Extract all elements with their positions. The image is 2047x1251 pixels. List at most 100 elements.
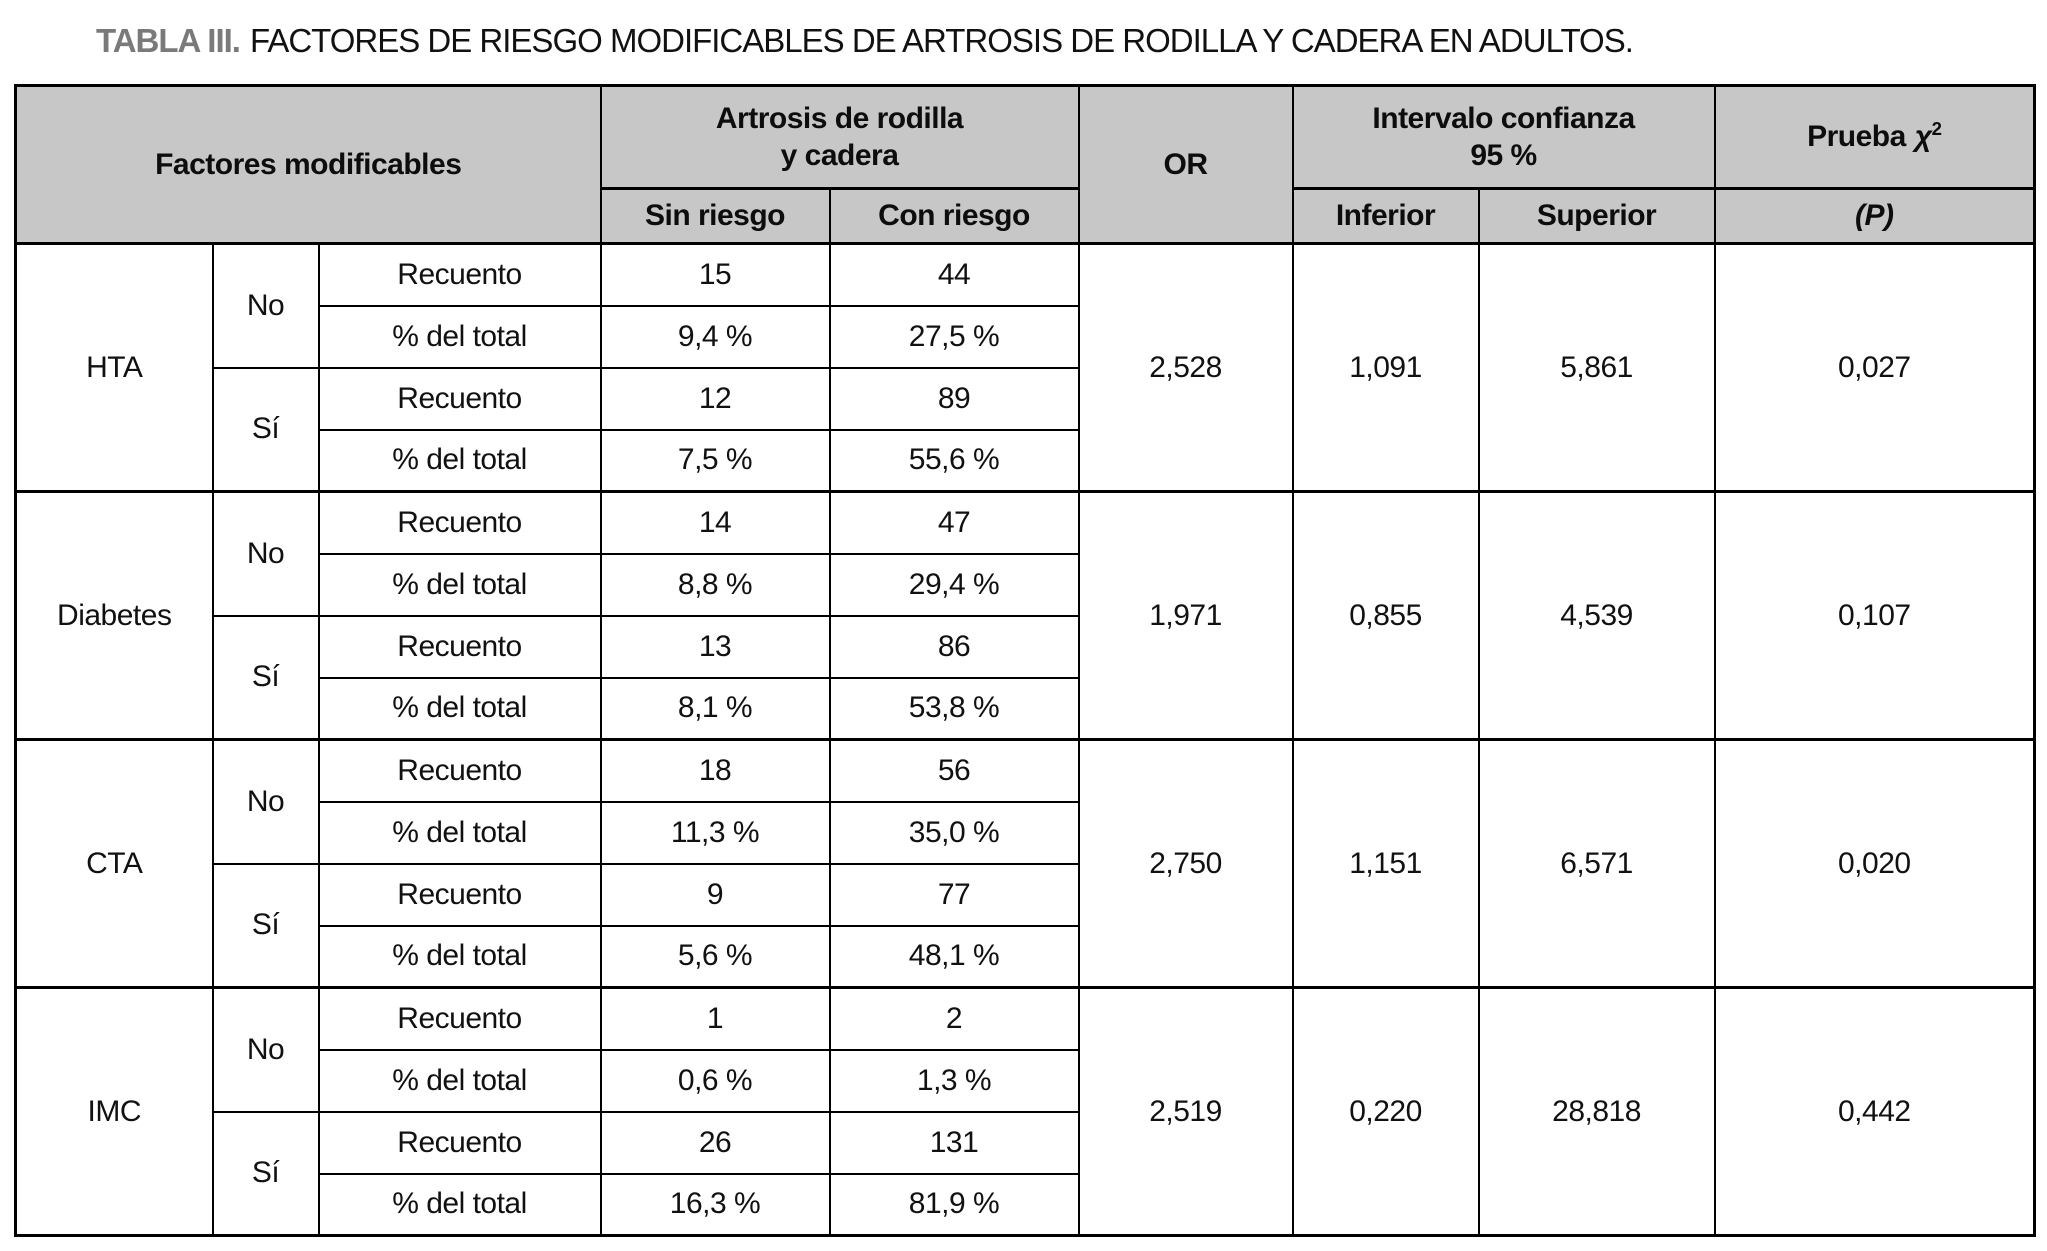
or-cell: 2,519 <box>1077 986 1294 1237</box>
table-row: % del total 11,3 % 35,0 % <box>16 800 2035 865</box>
p-value-cell: 0,107 <box>1713 490 2036 741</box>
value-cell: 55,6 % <box>828 428 1080 493</box>
row-label-cell: % del total <box>317 800 602 865</box>
header-intervalo-line2: 95 % <box>1470 139 1537 172</box>
row-label-cell: Recuento <box>317 1110 602 1175</box>
row-label-cell: Recuento <box>317 614 602 679</box>
table-row: % del total 5,6 % 48,1 % <box>16 924 2035 989</box>
header-con-riesgo: Con riesgo <box>828 187 1080 245</box>
ci-superior-cell: 4,539 <box>1477 490 1716 741</box>
value-cell: 14 <box>599 490 831 555</box>
ci-inferior-cell: 0,855 <box>1291 490 1480 741</box>
value-cell: 86 <box>828 614 1080 679</box>
row-label-cell: Recuento <box>317 986 602 1051</box>
chi-exponent: 2 <box>1931 118 1942 139</box>
value-cell: 29,4 % <box>828 552 1080 617</box>
table-row: Diabetes No Recuento 14 47 1,971 0,855 4… <box>14 490 2036 741</box>
yes-no-cell: No <box>211 738 320 865</box>
header-artrosis: Artrosis de rodilla y cadera <box>599 84 1080 190</box>
value-cell: 5,6 % <box>599 924 831 989</box>
header-p-value: (P) <box>1713 187 2036 245</box>
value-cell: 26 <box>599 1110 831 1175</box>
value-cell: 13 <box>599 614 831 679</box>
yes-no-cell: Sí <box>211 614 320 741</box>
value-cell: 9,4 % <box>599 304 831 369</box>
value-cell: 53,8 % <box>828 676 1080 741</box>
ci-superior-cell: 5,861 <box>1477 242 1716 493</box>
row-label-cell: % del total <box>317 304 602 369</box>
header-row-sub: Sin riesgo Con riesgo Inferior Superior … <box>16 187 2036 245</box>
header-intervalo-confianza: Intervalo confianza 95 % <box>1291 84 1716 190</box>
value-cell: 8,8 % <box>599 552 831 617</box>
table-row: % del total 7,5 % 55,6 % <box>16 428 2035 493</box>
value-cell: 56 <box>828 738 1080 803</box>
row-label-cell: Recuento <box>317 738 602 803</box>
table-row: CTA No Recuento 18 56 2,750 1,151 6,571 … <box>14 738 2036 989</box>
value-cell: 27,5 % <box>828 304 1080 369</box>
header-artrosis-line1: Artrosis de rodilla <box>715 101 964 135</box>
header-inferior: Inferior <box>1291 187 1480 245</box>
value-cell: 8,1 % <box>599 676 831 741</box>
factor-cell: HTA <box>14 242 214 493</box>
yes-no-cell: Sí <box>211 1110 320 1237</box>
factor-cell: CTA <box>14 738 214 989</box>
value-cell: 16,3 % <box>599 1172 831 1237</box>
table-title-text: FACTORES DE RIESGO MODIFICABLES DE ARTRO… <box>249 22 1634 59</box>
value-cell: 11,3 % <box>599 800 831 865</box>
ci-inferior-cell: 1,091 <box>1291 242 1480 493</box>
chi-symbol: χ <box>1914 120 1932 153</box>
header-or: OR <box>1077 84 1294 245</box>
value-cell: 1 <box>599 986 831 1051</box>
table-row: % del total 0,6 % 1,3 % <box>16 1048 2035 1113</box>
value-cell: 47 <box>828 490 1080 555</box>
value-cell: 131 <box>828 1110 1080 1175</box>
yes-no-cell: Sí <box>211 366 320 493</box>
p-value-cell: 0,020 <box>1713 738 2036 989</box>
value-cell: 7,5 % <box>599 428 831 493</box>
row-label-cell: Recuento <box>317 242 602 307</box>
row-label-cell: % del total <box>317 552 602 617</box>
p-value-cell: 0,442 <box>1713 986 2036 1237</box>
row-label-cell: Recuento <box>317 862 602 927</box>
value-cell: 77 <box>828 862 1080 927</box>
value-cell: 89 <box>828 366 1080 431</box>
risk-factors-table: Factores modificables Artrosis de rodill… <box>14 84 2037 1237</box>
header-sin-riesgo: Sin riesgo <box>599 187 831 245</box>
or-cell: 2,750 <box>1077 738 1294 989</box>
table-row: HTA No Recuento 15 44 2,528 1,091 5,861 … <box>14 242 2036 493</box>
table-row: IMC No Recuento 1 2 2,519 0,220 28,818 0… <box>14 986 2036 1237</box>
row-label-cell: % del total <box>317 1172 602 1237</box>
header-superior: Superior <box>1477 187 1716 245</box>
value-cell: 81,9 % <box>828 1172 1080 1237</box>
factor-cell: IMC <box>14 986 214 1237</box>
row-label-cell: % del total <box>317 428 602 493</box>
table-row: Sí Recuento 9 77 <box>16 862 2035 989</box>
yes-no-cell: Sí <box>211 862 320 989</box>
table-row: % del total 8,1 % 53,8 % <box>16 676 2035 741</box>
table-row: Sí Recuento 13 86 <box>16 614 2035 741</box>
or-cell: 2,528 <box>1077 242 1294 493</box>
value-cell: 2 <box>828 986 1080 1051</box>
header-prueba-label: Prueba <box>1807 120 1906 153</box>
value-cell: 12 <box>599 366 831 431</box>
ci-superior-cell: 6,571 <box>1477 738 1716 989</box>
value-cell: 48,1 % <box>828 924 1080 989</box>
value-cell: 15 <box>599 242 831 307</box>
value-cell: 1,3 % <box>828 1048 1080 1113</box>
header-artrosis-line2: y cadera <box>780 139 899 172</box>
yes-no-cell: No <box>211 490 320 617</box>
p-value-cell: 0,027 <box>1713 242 2036 493</box>
ci-superior-cell: 28,818 <box>1477 986 1716 1237</box>
factor-cell: Diabetes <box>14 490 214 741</box>
table-row: Sí Recuento 26 131 <box>16 1110 2035 1237</box>
yes-no-cell: No <box>211 986 320 1113</box>
value-cell: 18 <box>599 738 831 803</box>
ci-inferior-cell: 0,220 <box>1291 986 1480 1237</box>
value-cell: 35,0 % <box>828 800 1080 865</box>
row-label-cell: % del total <box>317 676 602 741</box>
yes-no-cell: No <box>211 242 320 369</box>
row-label-cell: Recuento <box>317 490 602 555</box>
header-factores-modificables: Factores modificables <box>14 84 602 245</box>
table-row: % del total 8,8 % 29,4 % <box>16 552 2035 617</box>
